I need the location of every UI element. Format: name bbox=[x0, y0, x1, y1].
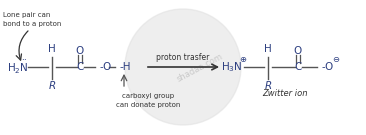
Circle shape bbox=[125, 9, 241, 125]
Text: proton trasfer: proton trasfer bbox=[156, 53, 210, 63]
Text: can donate proton: can donate proton bbox=[116, 102, 180, 108]
Text: ⊕: ⊕ bbox=[239, 55, 246, 63]
Text: O: O bbox=[294, 46, 302, 56]
Text: bond to a proton: bond to a proton bbox=[3, 21, 61, 27]
Text: -O: -O bbox=[322, 62, 334, 72]
Text: H: H bbox=[264, 44, 272, 54]
Text: ⊖: ⊖ bbox=[332, 55, 340, 63]
Text: C: C bbox=[76, 62, 84, 72]
Text: H$_3$N: H$_3$N bbox=[221, 60, 243, 74]
Text: C: C bbox=[294, 62, 302, 72]
Text: H: H bbox=[48, 44, 56, 54]
Text: O: O bbox=[76, 46, 84, 56]
Text: shadaa.com: shadaa.com bbox=[175, 52, 225, 84]
Text: R: R bbox=[264, 81, 272, 91]
Text: carboxyl group: carboxyl group bbox=[122, 93, 174, 99]
Text: Zwitter ion: Zwitter ion bbox=[262, 90, 308, 99]
Text: R: R bbox=[48, 81, 56, 91]
Text: -O: -O bbox=[100, 62, 112, 72]
Text: Lone pair can: Lone pair can bbox=[3, 12, 51, 18]
Text: -H: -H bbox=[120, 62, 131, 72]
Text: H$_2\mathdefault{\ddot{N}}$: H$_2\mathdefault{\ddot{N}}$ bbox=[7, 58, 29, 75]
